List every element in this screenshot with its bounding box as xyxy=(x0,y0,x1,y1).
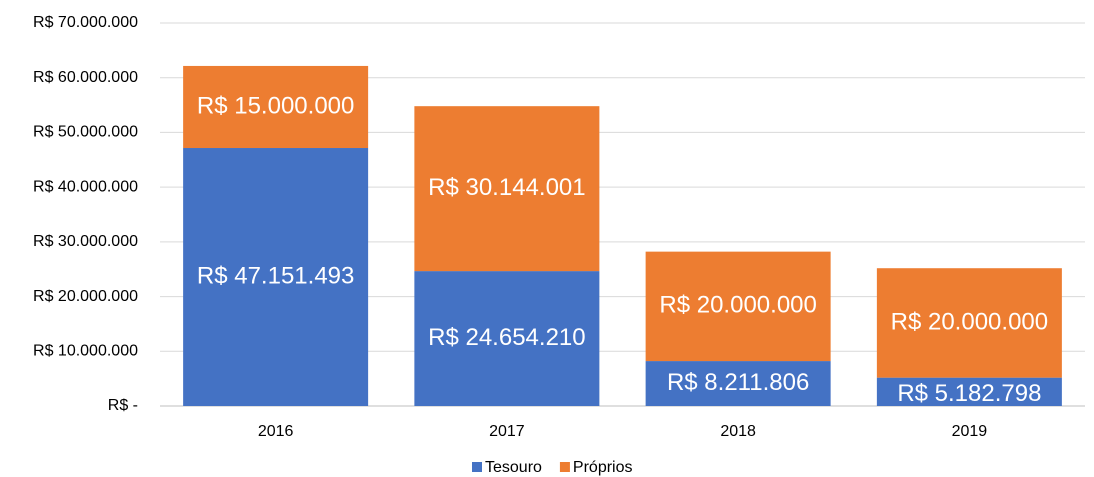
x-tick-label: 2019 xyxy=(952,423,988,440)
y-tick-label: R$ 20.000.000 xyxy=(33,288,138,305)
x-tick-label: 2016 xyxy=(258,423,294,440)
value-label: R$ 47.151.493 xyxy=(197,262,354,289)
value-label: R$ 5.182.798 xyxy=(897,380,1041,407)
bar-segment xyxy=(183,148,369,406)
bar-segment xyxy=(645,251,831,362)
value-label: R$ 8.211.806 xyxy=(667,369,809,396)
bar-segment xyxy=(876,377,1062,406)
legend-swatch xyxy=(559,462,570,472)
legend-swatch xyxy=(472,462,482,472)
value-label: R$ 30.144.001 xyxy=(428,174,585,201)
y-tick-label: R$ 60.000.000 xyxy=(33,69,138,86)
legend-label: Próprios xyxy=(573,459,633,476)
bar-segment xyxy=(414,106,600,272)
value-label: R$ 24.654.210 xyxy=(428,324,585,351)
y-tick-label: R$ 50.000.000 xyxy=(33,124,138,141)
bar-segment xyxy=(645,361,831,406)
legend-label: Tesouro xyxy=(485,459,542,476)
x-tick-label: 2018 xyxy=(720,423,756,440)
y-tick-label: R$ 40.000.000 xyxy=(33,178,138,195)
bar-segment xyxy=(414,271,600,406)
value-label: R$ 15.000.000 xyxy=(197,92,354,119)
bar-segment xyxy=(183,65,369,149)
value-label: R$ 20.000.000 xyxy=(891,308,1048,335)
x-tick-label: 2017 xyxy=(489,423,525,440)
y-tick-label: R$ 10.000.000 xyxy=(33,343,138,360)
value-label: R$ 20.000.000 xyxy=(659,292,816,319)
y-tick-label: R$ 30.000.000 xyxy=(33,233,138,250)
y-tick-label: R$ - xyxy=(108,397,138,414)
bar-segment xyxy=(876,268,1062,378)
y-tick-label: R$ 70.000.000 xyxy=(33,14,138,31)
